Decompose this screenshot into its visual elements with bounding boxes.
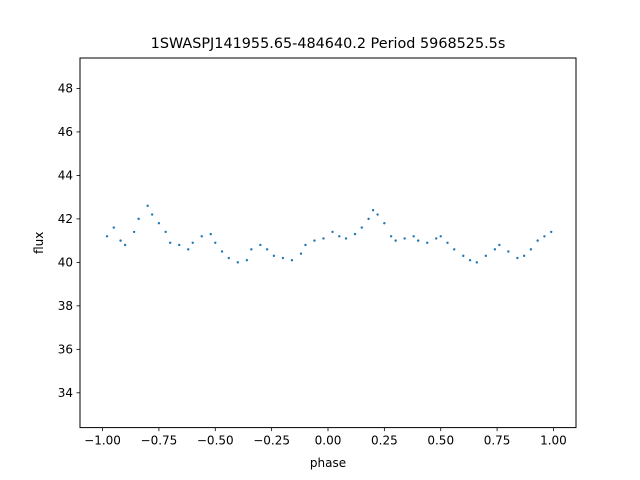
y-tick-label: 42: [58, 212, 73, 226]
data-point: [250, 248, 253, 251]
data-point: [132, 230, 136, 234]
data-point: [376, 213, 379, 216]
data-point: [493, 248, 497, 251]
y-tick-label: 44: [58, 169, 73, 183]
data-point: [360, 226, 364, 229]
data-point: [322, 237, 325, 240]
data-point: [516, 256, 519, 260]
data-point: [137, 217, 140, 221]
x-tick-label: 0.50: [427, 434, 454, 448]
data-point: [299, 252, 303, 255]
data-point: [383, 222, 386, 225]
data-point: [543, 235, 546, 238]
data-point: [168, 241, 172, 244]
data-point: [214, 241, 217, 244]
x-tick-label: −0.75: [141, 434, 178, 448]
data-point: [105, 235, 109, 238]
data-point: [146, 204, 149, 208]
data-point: [367, 217, 370, 221]
data-point: [550, 230, 553, 234]
data-point: [265, 248, 269, 251]
chart-title: 1SWASPJ141955.65-484640.2 Period 5968525…: [151, 36, 506, 52]
data-point: [157, 222, 161, 225]
x-tick-label: 1.00: [540, 434, 567, 448]
data-point: [389, 235, 393, 238]
y-tick-label: 48: [58, 82, 73, 96]
y-tick-label: 46: [58, 125, 73, 139]
y-tick-label: 40: [58, 256, 73, 270]
x-axis-ticks: −1.00 −0.75 −0.50 −0.25 0.00 0.25 0.50 0.75 1.00: [84, 427, 567, 448]
data-point: [439, 235, 442, 238]
x-tick-label: −1.00: [84, 434, 121, 448]
data-point: [462, 254, 465, 258]
x-tick-label: −0.50: [197, 434, 234, 448]
data-point: [209, 232, 212, 236]
data-point: [529, 248, 533, 251]
data-point: [123, 243, 127, 247]
y-axis-label: flux: [32, 232, 46, 254]
y-tick-label: 36: [58, 343, 73, 357]
data-point: [245, 258, 249, 262]
data-point: [453, 248, 456, 251]
x-tick-label: 0.25: [371, 434, 398, 448]
data-point: [331, 230, 334, 234]
data-point: [416, 239, 420, 242]
data-point: [507, 250, 510, 253]
data-point: [313, 239, 316, 242]
data-point: [220, 250, 224, 253]
data-point: [150, 213, 154, 216]
data-point: [227, 256, 230, 260]
data-point: [394, 239, 397, 242]
data-point: [187, 248, 190, 251]
data-point: [119, 239, 122, 242]
data-point: [236, 261, 240, 264]
data-point: [178, 243, 181, 247]
data-point: [484, 254, 488, 258]
data-point: [272, 254, 276, 258]
x-axis-label: phase: [310, 456, 346, 470]
data-point: [191, 241, 194, 244]
x-tick-label: −0.25: [253, 434, 290, 448]
data-point: [281, 256, 285, 260]
data-point: [259, 243, 262, 247]
data-point: [344, 237, 348, 240]
x-tick-label: 0.00: [315, 434, 342, 448]
data-point: [446, 241, 449, 244]
y-tick-label: 38: [58, 299, 73, 313]
data-point: [522, 254, 526, 258]
data-point: [536, 239, 539, 242]
data-point: [475, 261, 478, 264]
data-points-group: [105, 204, 553, 264]
data-point: [371, 208, 375, 212]
x-tick-label: 0.75: [484, 434, 511, 448]
data-point: [304, 243, 307, 247]
data-point: [200, 235, 203, 238]
y-axis-ticks: 34 36 38 40 42 44 46 48: [58, 82, 80, 400]
y-tick-label: 34: [58, 386, 73, 400]
data-point: [468, 258, 472, 262]
data-point: [290, 258, 294, 262]
data-point: [403, 237, 406, 240]
data-point: [412, 235, 415, 238]
data-point: [112, 226, 116, 229]
data-point: [426, 241, 429, 244]
data-point: [353, 232, 357, 236]
data-point: [435, 237, 438, 240]
data-point: [498, 243, 501, 247]
data-point: [338, 235, 341, 238]
data-point: [164, 230, 167, 234]
